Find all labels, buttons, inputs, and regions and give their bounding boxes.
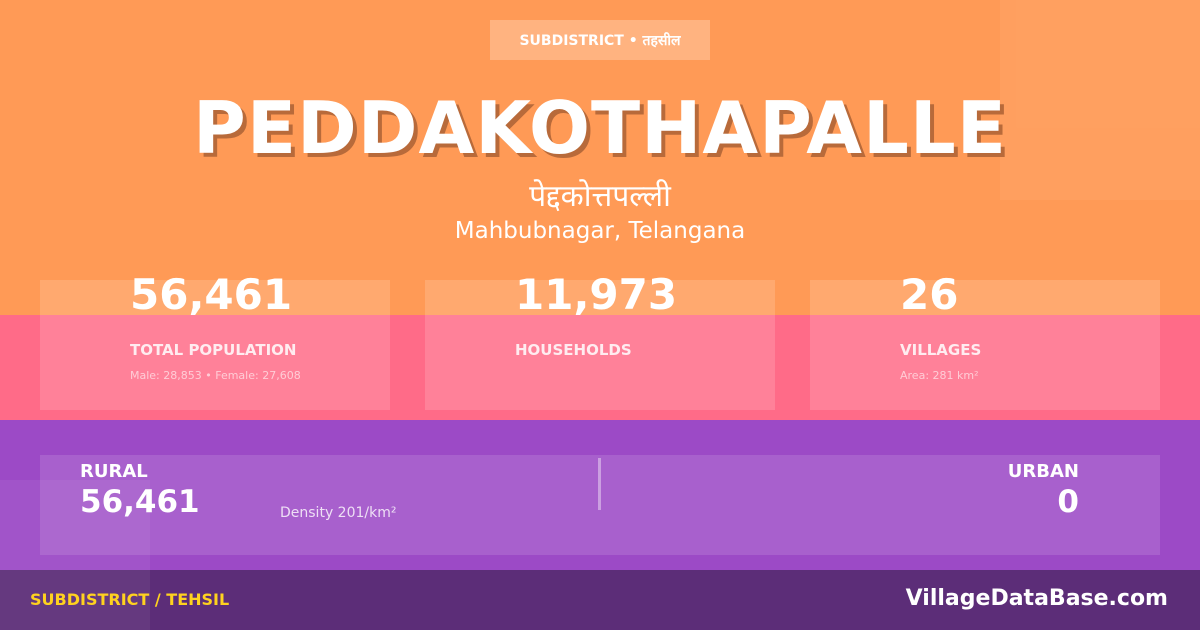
urban-value: 0 bbox=[1057, 484, 1079, 520]
stat-card-villages: 26 VILLAGES Area: 281 km² bbox=[810, 270, 1160, 410]
rural-label: RURAL bbox=[80, 461, 148, 482]
decor-square bbox=[1000, 0, 1200, 200]
stat-label: HOUSEHOLDS bbox=[515, 341, 632, 359]
stats-band bbox=[0, 315, 1200, 420]
stat-value: 56,461 bbox=[130, 270, 293, 319]
page-title: PEDDAKOTHAPALLE bbox=[193, 86, 1007, 170]
location: Mahbubnagar, Telangana bbox=[454, 218, 746, 244]
type-badge: SUBDISTRICT • तहसील bbox=[490, 20, 710, 60]
stat-label: VILLAGES bbox=[900, 341, 982, 359]
stat-sub: Area: 281 km² bbox=[900, 369, 979, 382]
density: Density 201/km² bbox=[280, 505, 397, 521]
stat-label: TOTAL POPULATION bbox=[130, 341, 297, 359]
rural-urban-panel bbox=[40, 455, 1160, 555]
site-link[interactable]: VillageDataBase.com bbox=[905, 586, 1168, 611]
divider bbox=[598, 458, 601, 510]
footer-band bbox=[0, 570, 1200, 630]
header-band bbox=[0, 0, 1200, 315]
rural-urban-band bbox=[0, 420, 1200, 570]
stat-sub: Male: 28,853 • Female: 27,608 bbox=[130, 369, 301, 382]
rural-value: 56,461 bbox=[80, 484, 200, 520]
stat-card-population: 56,461 TOTAL POPULATION Male: 28,853 • F… bbox=[40, 270, 390, 410]
title-hindi: पेद्दकोत्तपल्ली bbox=[529, 179, 671, 214]
stat-card-households: 11,973 HOUSEHOLDS bbox=[425, 270, 775, 410]
stat-value: 11,973 bbox=[515, 270, 678, 319]
urban-label: URBAN bbox=[1007, 461, 1079, 482]
stat-value: 26 bbox=[900, 270, 959, 319]
decor-square bbox=[0, 480, 150, 630]
footer-category: SUBDISTRICT / TEHSIL bbox=[30, 590, 230, 609]
